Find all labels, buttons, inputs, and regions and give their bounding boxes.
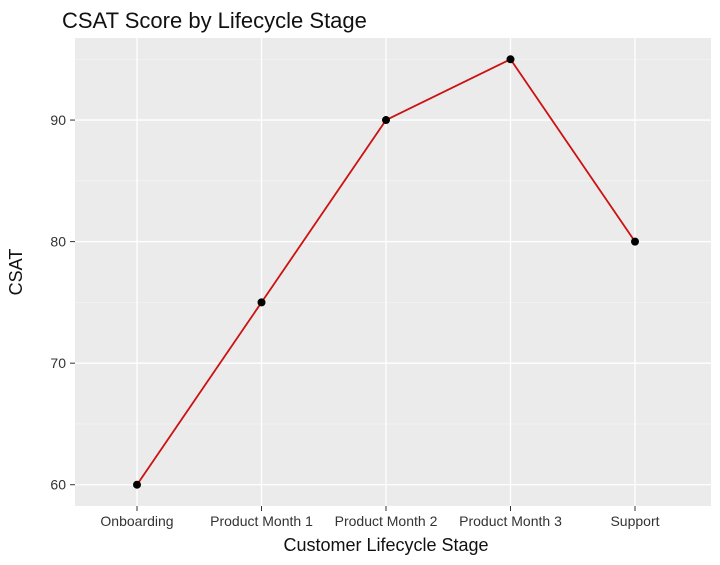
y-axis-title: CSAT bbox=[6, 249, 26, 296]
data-point bbox=[382, 116, 390, 125]
y-tick-label: 60 bbox=[50, 477, 66, 493]
x-tick-label: Product Month 3 bbox=[459, 513, 562, 529]
data-point bbox=[257, 298, 266, 307]
x-tick-label: Support bbox=[610, 513, 659, 529]
x-tick-label: Onboarding bbox=[100, 513, 173, 529]
x-tick-label: Product Month 2 bbox=[335, 513, 438, 529]
tick-layer bbox=[70, 119, 636, 511]
series-layer bbox=[136, 58, 636, 486]
data-point bbox=[506, 55, 515, 64]
series-line-segment bbox=[509, 58, 636, 243]
x-axis-title: Customer Lifecycle Stage bbox=[283, 535, 488, 555]
chart-title: CSAT Score by Lifecycle Stage bbox=[62, 8, 367, 33]
series-line-segment bbox=[260, 119, 387, 303]
y-tick-label: 90 bbox=[50, 112, 66, 128]
series-line-segment bbox=[136, 301, 263, 486]
y-tick-label: 70 bbox=[50, 355, 66, 371]
data-point bbox=[133, 480, 141, 489]
data-point bbox=[631, 237, 639, 246]
tick-label-layer: 60 70 80 90 Onboarding Product Month 1 Product… bbox=[50, 112, 659, 529]
point-layer bbox=[133, 55, 639, 489]
x-tick-label: Product Month 1 bbox=[210, 513, 313, 529]
grid-layer bbox=[75, 38, 711, 506]
series-line-segment bbox=[385, 58, 511, 121]
y-tick-label: 80 bbox=[50, 234, 66, 250]
